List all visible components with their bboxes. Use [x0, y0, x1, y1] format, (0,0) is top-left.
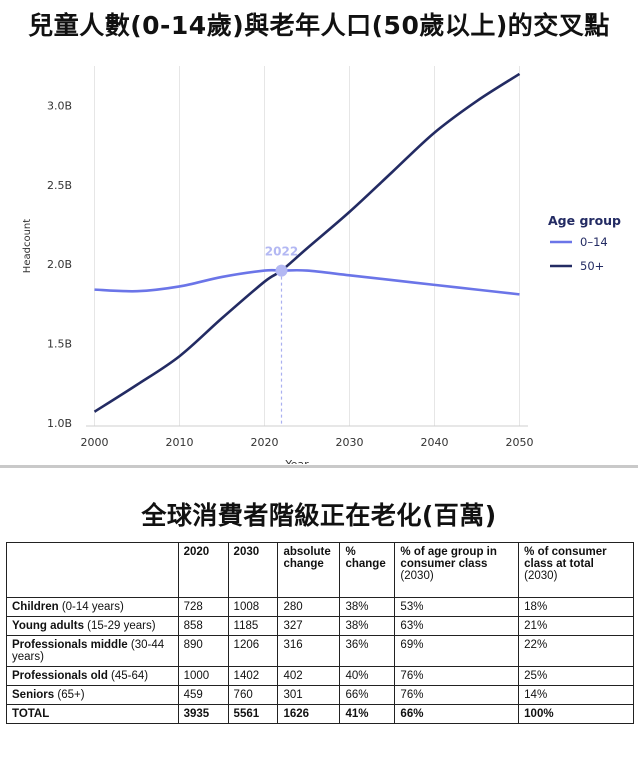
table-cell: 76% — [394, 685, 520, 705]
chart-title: 兒童人數(0-14歲)與老年人口(50歲以上)的交叉點 — [28, 11, 610, 40]
table-cell: 38% — [339, 597, 396, 617]
table-total-row: TOTAL 3935 5561 1626 41% 66% 100% — [6, 704, 634, 724]
x-tick-label: 2040 — [421, 436, 449, 449]
table-cell: 25% — [518, 666, 634, 686]
x-tick-label: 2010 — [166, 436, 194, 449]
row-label-sub: (0-14 years) — [58, 601, 124, 613]
table-cell: 38% — [339, 616, 396, 636]
y-tick-label: 3.0B — [47, 100, 72, 113]
header-cell: % of consumer class at total (2030) — [518, 542, 634, 598]
row-label-sub: (30-44 years) — [12, 639, 165, 663]
y-tick-label: 2.5B — [47, 179, 72, 192]
legend-title: Age group — [548, 213, 621, 228]
row-label: Young adults (15-29 years) — [6, 616, 179, 636]
table-cell: 890 — [177, 635, 229, 667]
table-cell: 22% — [518, 635, 634, 667]
table-cell: 36% — [339, 635, 396, 667]
y-tick-label: 1.0B — [47, 417, 72, 430]
crossover-point — [275, 264, 288, 277]
table-cell: 41% — [339, 704, 396, 724]
header-cell: 2030 — [227, 542, 279, 598]
chart-axes: 2000 2010 2020 2030 2040 2050 1.0B 1.5B 2.0B 2.5B… — [22, 100, 534, 471]
crossover-label: 2022 — [265, 245, 298, 259]
header-cell: absolute change — [277, 542, 341, 598]
row-label: Professionals old (45-64) — [6, 666, 179, 686]
row-label-main: Professionals middle — [12, 639, 128, 651]
series-line-0-14 — [94, 268, 520, 296]
row-label: TOTAL — [6, 704, 179, 724]
legend-label: 0–14 — [580, 235, 608, 249]
row-label-main: Young adults — [12, 620, 84, 632]
table-row: Professionals middle (30-44 years) 890 120… — [6, 635, 634, 667]
x-tick-label: 2000 — [81, 436, 109, 449]
series-line-50-plus — [93, 72, 521, 413]
row-label-sub: (15-29 years) — [83, 620, 156, 632]
table-cell: 100% — [518, 704, 634, 724]
table-cell: 5561 — [227, 704, 279, 724]
table-cell: 66% — [394, 704, 520, 724]
chart-annotation: 2022 — [265, 245, 298, 426]
y-tick-label: 2.0B — [47, 258, 72, 271]
x-tick-label: 2050 — [506, 436, 534, 449]
line-chart: 2000 2010 2020 2030 2040 2050 1.0B 1.5B 2.0B 2.5B… — [0, 46, 638, 471]
row-label-sub: (65+) — [54, 689, 85, 701]
table-cell: 21% — [518, 616, 634, 636]
table-cell: 1626 — [277, 704, 341, 724]
consumer-class-table: 2020 2030 absolute change % change % of … — [6, 542, 634, 724]
table-cell: 53% — [394, 597, 520, 617]
table-cell: 76% — [394, 666, 520, 686]
table-cell: 63% — [394, 616, 520, 636]
table-cell: 1206 — [227, 635, 279, 667]
row-label: Professionals middle (30-44 years) — [6, 635, 179, 667]
table-header-row: 2020 2030 absolute change % change % of … — [6, 542, 634, 598]
table-cell: 1402 — [227, 666, 279, 686]
row-label-main: Seniors — [12, 689, 55, 701]
table-cell: 1185 — [227, 616, 279, 636]
y-tick-label: 1.5B — [47, 338, 72, 351]
table-row: Children (0-14 years) 728 1008 280 38% 53% 18% — [6, 597, 634, 617]
table-cell: 40% — [339, 666, 396, 686]
table-cell: 280 — [277, 597, 341, 617]
table-cell: 760 — [227, 685, 279, 705]
row-label: Seniors (65+) — [6, 685, 179, 705]
table-cell: 3935 — [177, 704, 229, 724]
chart-legend: Age group 0–14 50+ — [548, 213, 621, 273]
legend-label: 50+ — [580, 259, 604, 273]
table-cell: 728 — [177, 597, 229, 617]
table-cell: 402 — [277, 666, 341, 686]
row-label-main: Professionals old — [12, 670, 108, 682]
section-divider — [0, 465, 638, 468]
table-cell: 301 — [277, 685, 341, 705]
y-axis-label: Headcount — [22, 219, 33, 273]
table-row: Seniors (65+) 459 760 301 66% 76% 14% — [6, 685, 634, 705]
table-cell: 858 — [177, 616, 229, 636]
header-cell: % change — [339, 542, 396, 598]
table-cell: 1000 — [177, 666, 229, 686]
table-row: Young adults (15-29 years) 858 1185 327 38% 6… — [6, 616, 634, 636]
row-label: Children (0-14 years) — [6, 597, 179, 617]
table-row: Professionals old (45-64) 1000 1402 402 40% 7… — [6, 666, 634, 686]
row-label-sub: (45-64) — [107, 670, 149, 682]
header-cell — [6, 542, 179, 598]
table-cell: 327 — [277, 616, 341, 636]
table-title: 全球消費者階級正在老化(百萬) — [141, 501, 497, 530]
table-cell: 69% — [394, 635, 520, 667]
table-cell: 459 — [177, 685, 229, 705]
table-cell: 18% — [518, 597, 634, 617]
table-cell: 1008 — [227, 597, 279, 617]
table-cell: 66% — [339, 685, 396, 705]
chart-grid — [94, 66, 520, 426]
row-label-main: Children — [12, 601, 59, 613]
x-tick-label: 2030 — [336, 436, 364, 449]
chart-svg: 2000 2010 2020 2030 2040 2050 1.0B 1.5B 2.0B 2.5B… — [22, 66, 621, 471]
header-cell: 2020 — [177, 542, 229, 598]
x-tick-label: 2020 — [251, 436, 279, 449]
table-cell: 316 — [277, 635, 341, 667]
header-cell: % of age group in consumer class (2030) — [394, 542, 520, 598]
table-cell: 14% — [518, 685, 634, 705]
chart-lines — [93, 72, 521, 413]
x-axis-label: Year — [284, 458, 309, 464]
